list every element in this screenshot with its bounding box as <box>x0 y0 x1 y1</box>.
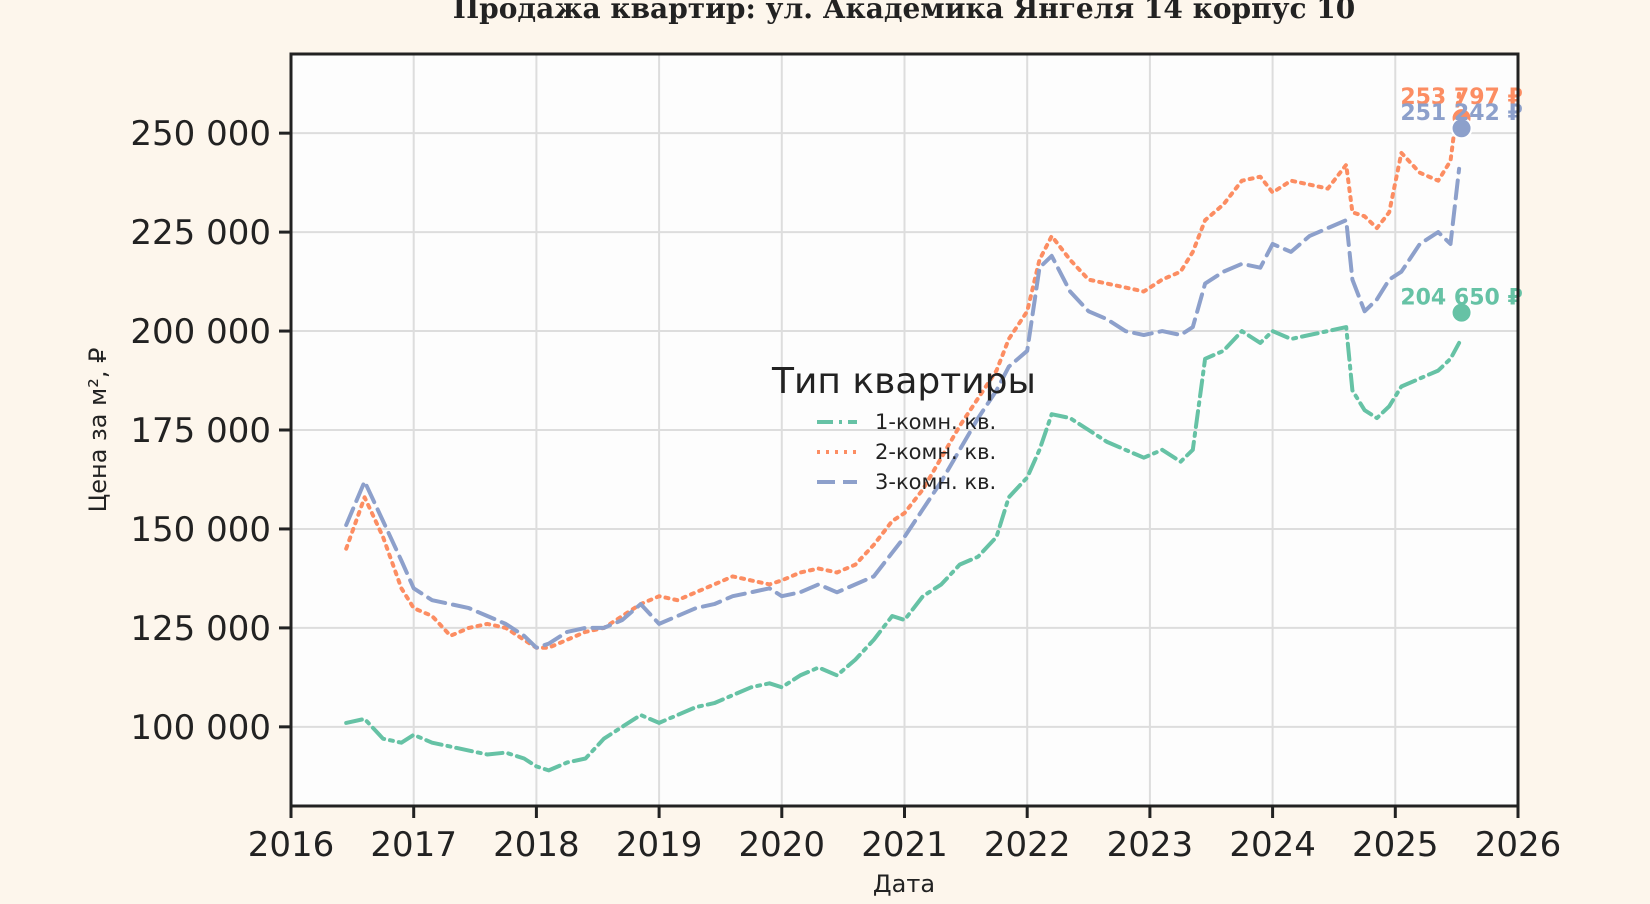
y-tick-label: 125 000 <box>130 609 271 649</box>
x-tick-label: 2024 <box>1229 825 1316 865</box>
y-tick-label: 225 000 <box>130 213 271 253</box>
x-tick-label: 2021 <box>861 825 948 865</box>
x-tick-label: 2017 <box>370 825 457 865</box>
y-tick-label: 150 000 <box>130 510 271 550</box>
end-point-label: 253 797 ₽ <box>1400 85 1522 110</box>
x-tick-label: 2020 <box>739 825 826 865</box>
end-point-label: 204 650 ₽ <box>1400 286 1522 311</box>
end-point-label: 251 242 ₽ <box>1400 101 1522 126</box>
x-tick-label: 2018 <box>493 825 580 865</box>
x-tick-label: 2022 <box>984 825 1071 865</box>
legend-label-2: 2-комн. кв. <box>875 440 996 464</box>
legend: Тип квартиры 1-комн. кв. 2-комн. кв. 3-ком… <box>771 361 1036 494</box>
y-axis-label: Цена за м², ₽ <box>84 348 112 513</box>
x-axis-label: Дата <box>873 870 935 898</box>
end-point-marker <box>1450 117 1473 140</box>
x-tick-label: 2023 <box>1107 825 1194 865</box>
x-tick-label: 2025 <box>1352 825 1439 865</box>
x-tick-label: 2019 <box>616 825 703 865</box>
y-tick-label: 250 000 <box>130 114 271 154</box>
end-point-marker <box>1450 301 1473 324</box>
y-tick-label: 200 000 <box>130 312 271 352</box>
series-line-1 <box>344 325 1462 773</box>
y-tick-label: 175 000 <box>130 411 271 451</box>
y-axis-ticks: 100 000 125 000 150 000 175 000 200 000 225 0… <box>130 114 291 748</box>
legend-items: 1-комн. кв. 2-комн. кв. 3-комн. кв. <box>817 410 996 494</box>
chart-title: Продажа квартир: ул. Академика Янгеля 14… <box>453 0 1356 25</box>
x-tick-label: 2016 <box>248 825 335 865</box>
y-tick-label: 100 000 <box>130 708 271 748</box>
legend-label-1: 1-комн. кв. <box>875 410 996 434</box>
series-line-3 <box>344 166 1462 650</box>
legend-label-3: 3-комн. кв. <box>875 470 996 494</box>
x-axis-ticks: 2016 2017 2018 2019 2020 2021 2022 2023 2024 2025… <box>248 806 1562 865</box>
legend-title: Тип квартиры <box>771 361 1036 402</box>
x-tick-label: 2026 <box>1475 825 1562 865</box>
end-points: 253 797 ₽251 242 ₽ 204 650 ₽ <box>1400 85 1523 324</box>
series-lines <box>344 91 1462 773</box>
